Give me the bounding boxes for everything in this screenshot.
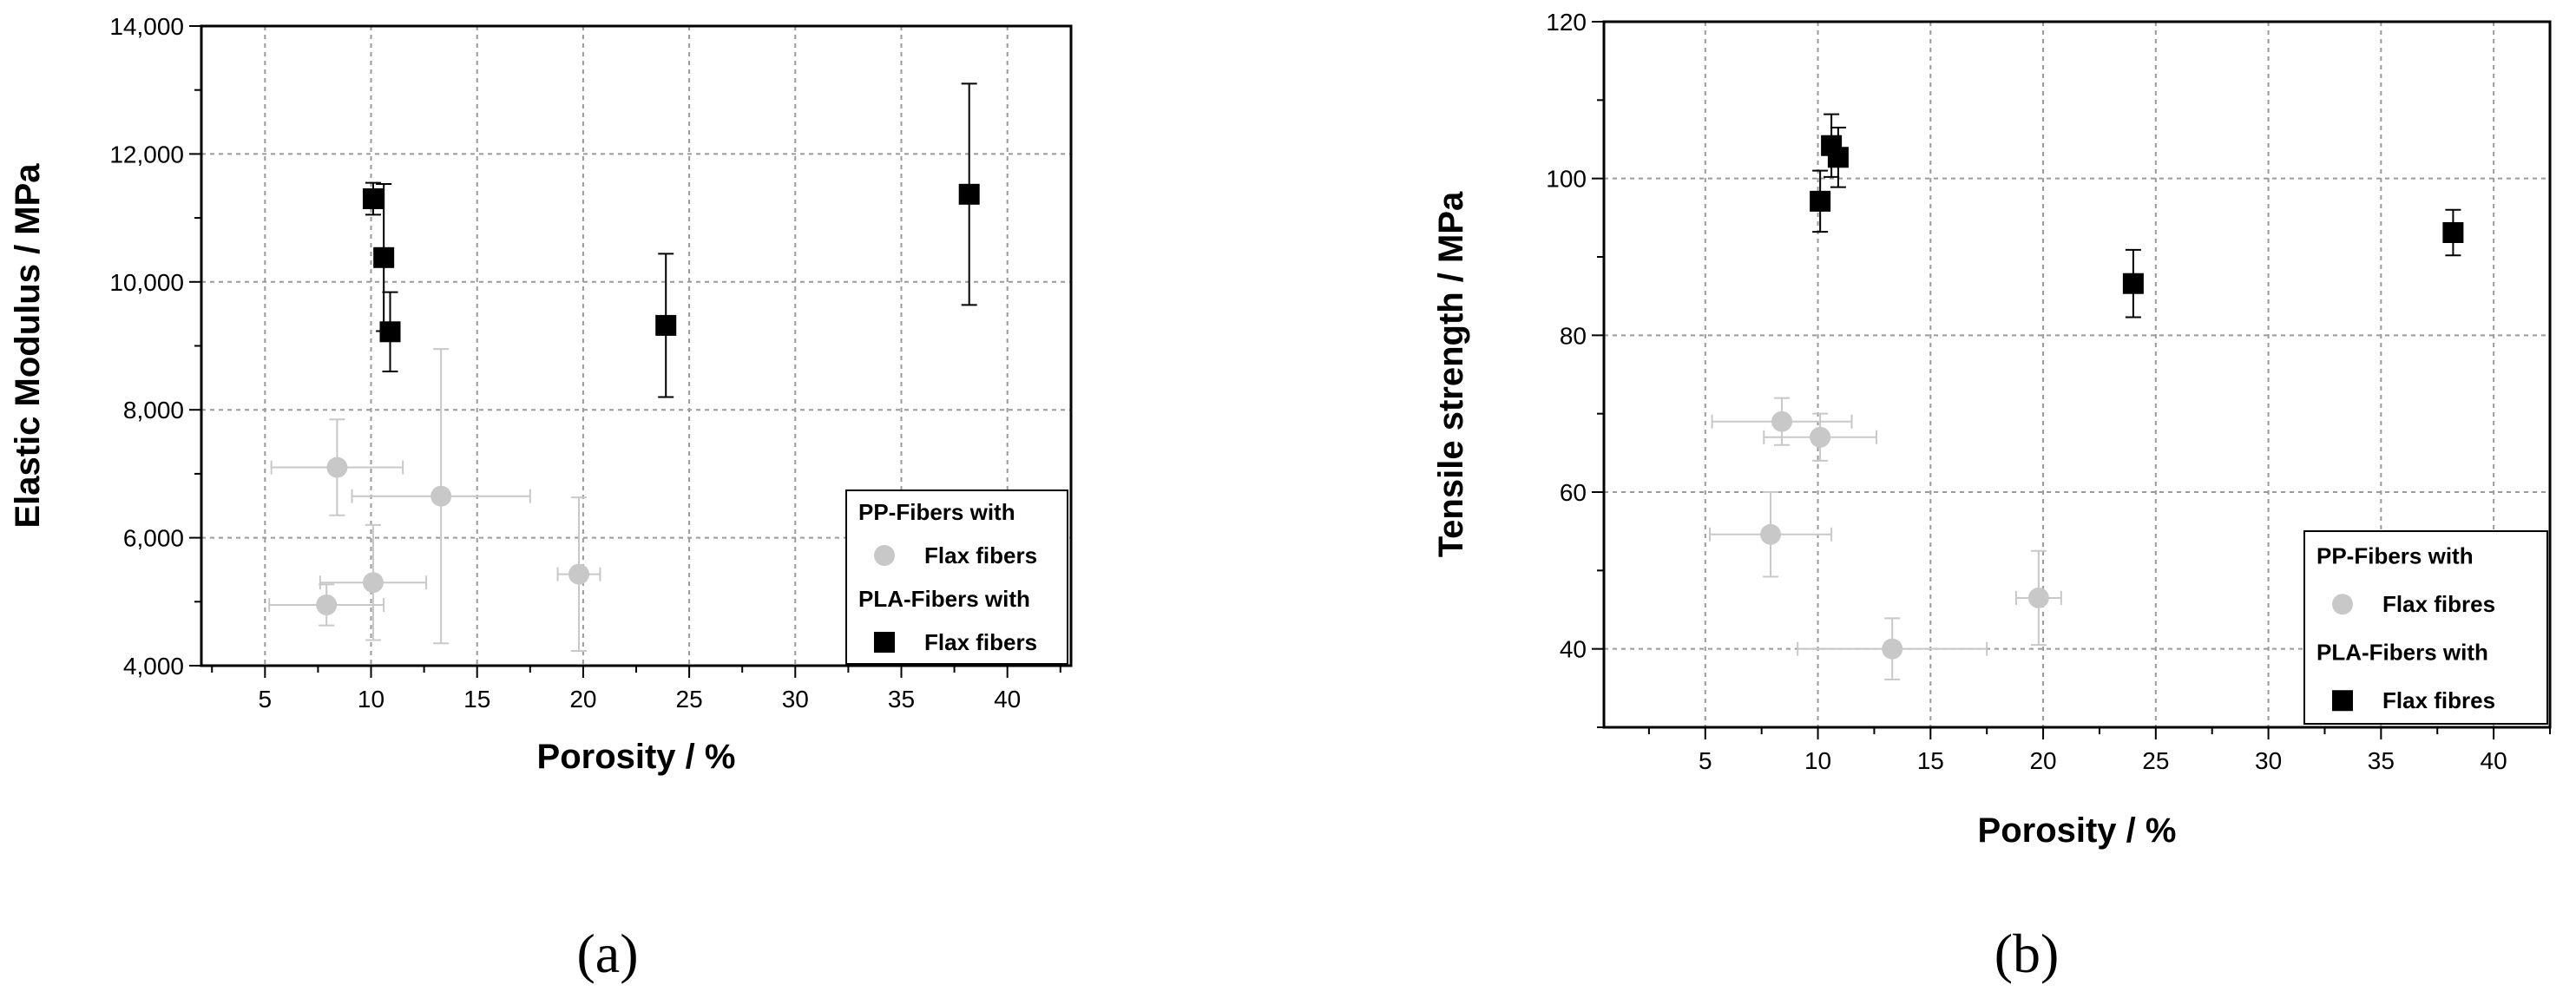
- data-point-pla-flax: [379, 321, 401, 343]
- panel-label: (a): [576, 923, 638, 984]
- legend-marker-square: [874, 632, 895, 653]
- legend-label: Flax fibres: [2382, 687, 2495, 713]
- data-point-pla-flax: [2122, 273, 2144, 294]
- plot-frame: [1602, 20, 2552, 729]
- x-tick-label: 40: [994, 686, 1021, 713]
- data-point-pla-flax: [958, 183, 980, 205]
- data-point-pp-flax: [1760, 523, 1782, 545]
- panel-label: (b): [1994, 923, 2060, 984]
- legend-label: Flax fibres: [2382, 591, 2495, 617]
- chart-panel-b: 5 10 15 20 25 30 35 40 40 60 80 100 120 Porosity / % T…: [1432, 9, 2552, 984]
- y-tick-label: 4,000: [123, 653, 184, 680]
- x-tick-label: 35: [888, 686, 915, 713]
- plot-frame: [200, 24, 1073, 667]
- x-tick-label: 20: [2029, 747, 2056, 774]
- legend: PP-Fibers with Flax fibres PLA-Fibers with…: [2303, 530, 2548, 725]
- x-axis-title: Porosity / %: [537, 738, 736, 776]
- x-tick-label: 20: [569, 686, 596, 713]
- y-tick-label: 100: [1546, 166, 1587, 193]
- y-tick-label: 40: [1560, 636, 1587, 663]
- data-point-pp-flax: [326, 457, 348, 478]
- legend-header: PP-Fibers with: [2316, 543, 2474, 569]
- x-axis-title: Porosity / %: [1978, 811, 2177, 850]
- x-tick-label: 5: [259, 686, 273, 713]
- y-axis-title: Elastic Modulus / MPa: [9, 163, 47, 529]
- data-point-pla-flax: [655, 314, 677, 336]
- x-tick-label: 35: [2368, 747, 2395, 774]
- data-point-pla-flax: [1810, 190, 1831, 212]
- x-tick-label: 10: [1804, 747, 1831, 774]
- y-tick-label: 12,000: [109, 141, 184, 168]
- data-point-pp-flax: [2027, 587, 2049, 608]
- legend-marker-square: [2332, 690, 2353, 712]
- legend-header: PP-Fibers with: [858, 499, 1015, 525]
- x-tick-label: 10: [358, 686, 384, 713]
- y-axis-title: Tensile strength / MPa: [1432, 191, 1470, 557]
- y-tick-label: 6,000: [123, 525, 184, 552]
- series-pla-flax: [362, 82, 980, 398]
- x-tick-label: 15: [463, 686, 490, 713]
- legend-label: Flax fibers: [924, 629, 1037, 655]
- data-point-pp-flax: [430, 485, 452, 507]
- data-point-pp-flax: [1771, 411, 1793, 432]
- legend: PP-Fibers with Flax fibers PLA-Fibers with…: [845, 489, 1068, 665]
- y-tick-label: 14,000: [109, 13, 184, 40]
- x-tick-label: 15: [1917, 747, 1944, 774]
- x-tick-label: 40: [2481, 747, 2507, 774]
- legend-label: Flax fibers: [924, 542, 1037, 568]
- data-point-pla-flax: [2442, 221, 2464, 243]
- data-point-pla-flax: [362, 187, 384, 209]
- legend-marker-circle: [874, 545, 895, 566]
- series-pp-flax: [1708, 397, 2062, 680]
- y-tick-label: 8,000: [123, 397, 184, 424]
- data-point-pla-flax: [373, 246, 395, 268]
- data-point-pla-flax: [1827, 147, 1849, 168]
- data-point-pp-flax: [568, 563, 590, 585]
- x-tick-label: 30: [782, 686, 809, 713]
- legend-header: PLA-Fibers with: [2316, 640, 2488, 666]
- y-tick-label: 80: [1560, 322, 1587, 349]
- x-tick-label: 5: [1699, 747, 1712, 774]
- y-tick-label: 10,000: [109, 269, 184, 296]
- data-point-pp-flax: [316, 594, 338, 615]
- legend-header: PLA-Fibers with: [858, 586, 1030, 612]
- chart-panel-a: 5 10 15 20 25 30 35 40 4,000 6,000 8,000 10,000 12,0…: [9, 13, 1073, 984]
- x-tick-label: 30: [2255, 747, 2282, 774]
- x-tick-label: 25: [676, 686, 703, 713]
- y-tick-label: 60: [1560, 479, 1587, 506]
- data-point-pp-flax: [1882, 638, 1903, 660]
- y-tick-label: 120: [1546, 9, 1587, 36]
- series-pla-flax: [1810, 113, 2464, 319]
- data-point-pp-flax: [1810, 426, 1831, 448]
- data-point-pp-flax: [362, 572, 384, 594]
- legend-marker-circle: [2332, 594, 2353, 615]
- x-tick-label: 25: [2142, 747, 2169, 774]
- series-pp-flax: [268, 348, 601, 653]
